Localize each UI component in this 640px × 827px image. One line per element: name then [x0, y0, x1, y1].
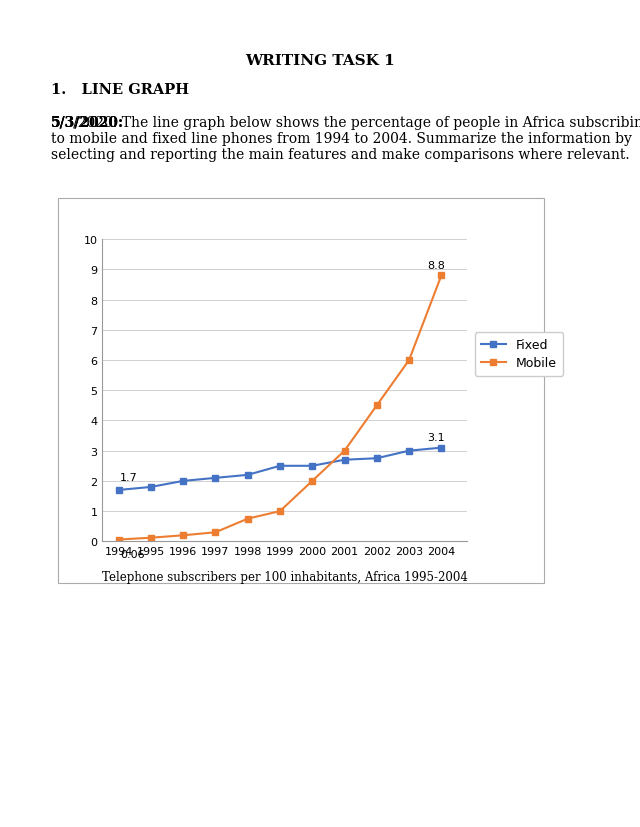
Legend: Fixed, Mobile: Fixed, Mobile — [475, 332, 563, 376]
Mobile — [373, 401, 381, 411]
Text: 3.1: 3.1 — [427, 433, 444, 442]
Text: 8.8: 8.8 — [427, 261, 445, 270]
Mobile — [115, 535, 122, 545]
Text: 5/3/2020:: 5/3/2020: — [51, 116, 124, 130]
Text: 1.   LINE GRAPH: 1. LINE GRAPH — [51, 83, 189, 97]
Fixed — [244, 471, 252, 480]
Fixed — [115, 485, 122, 495]
Mobile — [438, 271, 445, 281]
Fixed — [147, 482, 155, 492]
Fixed — [212, 473, 220, 483]
Fixed — [340, 455, 348, 465]
X-axis label: Telephone subscribers per 100 inhabitants, Africa 1995-2004: Telephone subscribers per 100 inhabitant… — [102, 571, 468, 583]
Mobile — [276, 506, 284, 516]
Text: 0.06: 0.06 — [120, 549, 145, 560]
Text: 5/3/2020: The line graph below shows the percentage of people in Africa subscrib: 5/3/2020: The line graph below shows the… — [51, 116, 640, 162]
Fixed — [438, 443, 445, 453]
Fixed — [276, 461, 284, 471]
Text: 1.7: 1.7 — [120, 473, 138, 483]
Line: Fixed: Fixed — [115, 445, 445, 494]
Mobile — [179, 531, 187, 541]
Mobile — [405, 356, 413, 366]
Text: 5/3/2020:: 5/3/2020: — [51, 116, 124, 130]
Fixed — [179, 476, 187, 486]
Mobile — [212, 528, 220, 538]
Text: WRITING TASK 1: WRITING TASK 1 — [245, 54, 395, 68]
Mobile — [308, 476, 316, 486]
Fixed — [405, 447, 413, 457]
Line: Mobile: Mobile — [115, 273, 445, 543]
Mobile — [244, 514, 252, 524]
Fixed — [373, 454, 381, 464]
Fixed — [308, 461, 316, 471]
Mobile — [147, 533, 155, 543]
Mobile — [340, 447, 348, 457]
